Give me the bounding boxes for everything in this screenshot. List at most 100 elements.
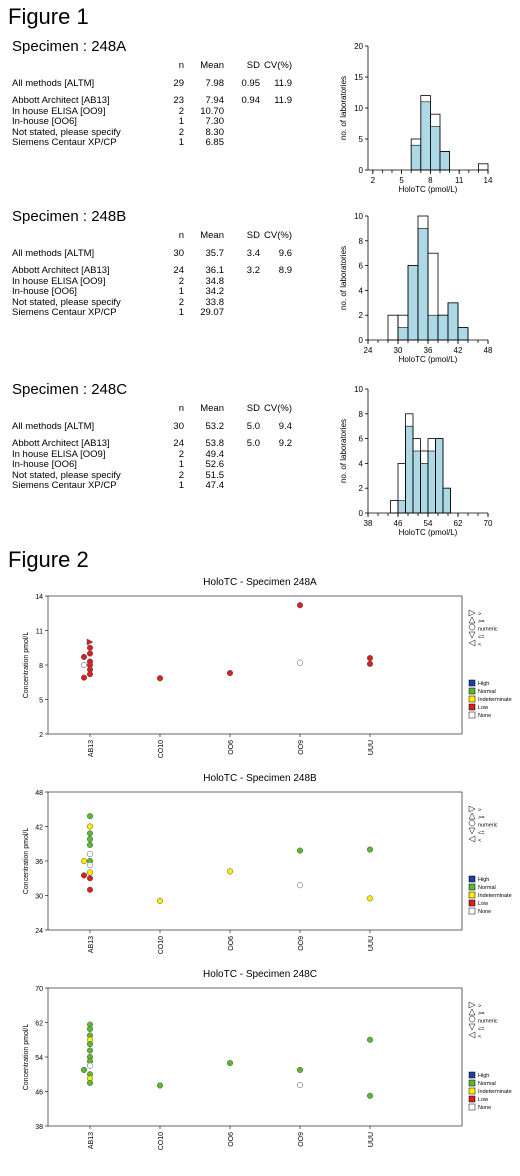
y-tick-label: 4 <box>359 459 364 468</box>
data-point <box>86 836 94 843</box>
table-row: Siemens Centaur XP/CP 1 6.85 <box>12 137 224 148</box>
bar-abbott <box>420 463 429 514</box>
legend-numeric-icon <box>468 819 476 827</box>
data-point <box>156 675 164 682</box>
data-point <box>86 644 94 651</box>
legend-marker-label: numeric <box>478 823 498 829</box>
data-point <box>86 1062 94 1069</box>
data-point <box>80 1066 88 1073</box>
data-point <box>366 846 374 853</box>
data-point <box>226 868 234 875</box>
table-row: All methods [ALTM] 30 53.2 5.0 9.4 <box>12 420 292 432</box>
legend-status-label: Indeterminate <box>478 1089 512 1095</box>
legend-marker-label: < <box>478 838 481 844</box>
legend-numeric-icon <box>468 1015 476 1023</box>
data-point <box>86 1041 94 1048</box>
x-tick-label: OO9 <box>298 936 305 951</box>
x-tick-label: UUU <box>368 1132 375 1147</box>
col-n: n <box>178 60 184 71</box>
table-row: All methods [ALTM] 30 35.7 3.4 9.6 <box>12 247 292 259</box>
legend-marker-label: >= <box>478 1011 484 1017</box>
data-point <box>296 847 304 854</box>
y-tick-label: 5 <box>39 698 43 705</box>
y-tick-label: 0 <box>359 336 364 345</box>
data-point <box>86 830 94 837</box>
chart-title: HoloTC - Specimen 248C <box>203 969 317 980</box>
x-tick-label: 62 <box>454 519 463 528</box>
data-point <box>296 882 304 889</box>
y-tick-label: 2 <box>39 732 43 739</box>
data-point <box>80 872 88 879</box>
legend-swatch <box>468 1087 476 1095</box>
y-tick-label: 10 <box>354 385 363 394</box>
table-row: Not stated, please specify 2 8.30 <box>12 126 224 138</box>
x-tick-label: AB13 <box>88 936 95 953</box>
data-point <box>86 875 94 882</box>
data-point <box>86 1025 94 1033</box>
legend-greater-icon <box>468 805 476 813</box>
data-point <box>86 869 94 876</box>
bar-abbott <box>457 327 469 341</box>
specimen-248b-block: Specimen : 248B n Mean SD CV(%) All methods… <box>12 208 302 319</box>
data-point <box>226 670 234 677</box>
bar-all-methods <box>387 314 399 341</box>
legend-swatch <box>468 899 476 907</box>
scatter-248c: HoloTC - Specimen 248C 38 46 54 62 70 Concentr… <box>23 969 512 1150</box>
data-point <box>366 1036 374 1043</box>
legend-swatch <box>468 1071 476 1079</box>
col-cv: CV(%) <box>264 60 292 71</box>
y-tick-label: 0 <box>359 509 364 518</box>
bar-abbott <box>412 450 421 514</box>
legend-status-label: None <box>478 909 491 915</box>
x-tick-label: 48 <box>484 346 493 355</box>
table-row: Siemens Centaur XP/CP 1 29.07 <box>12 307 224 318</box>
x-tick-label: 38 <box>364 519 373 528</box>
legend-marker-label: > <box>478 612 481 618</box>
stats-table: n Mean SD CV(%) All methods [ALTM] 29 7.98… <box>12 60 292 149</box>
legend-marker-label: < <box>478 1034 481 1040</box>
bar-abbott <box>417 228 429 341</box>
bar-all-methods <box>390 500 399 514</box>
y-tick-label: 46 <box>35 1090 43 1097</box>
data-point <box>86 1047 94 1054</box>
bar-abbott <box>427 450 436 514</box>
chart-title: HoloTC - Specimen 248B <box>203 773 317 784</box>
data-point <box>86 1079 94 1086</box>
specimen-title: Specimen : 248C <box>12 381 128 398</box>
y-tick-label: 15 <box>354 73 363 82</box>
legend-status-label: Indeterminate <box>478 893 512 899</box>
legend-swatch <box>468 875 476 883</box>
y-tick-label: 8 <box>39 663 43 670</box>
x-tick-label: CO10 <box>158 1132 165 1150</box>
table-row: Not stated, please specify 2 33.8 <box>12 296 224 308</box>
legend-swatch <box>468 687 476 695</box>
x-tick-label: OO9 <box>298 1132 305 1147</box>
legend-marker-label: numeric <box>478 627 498 633</box>
legend-marker-label: <= <box>478 1026 484 1032</box>
table-row: Siemens Centaur XP/CP 1 47.4 <box>12 480 224 491</box>
legend-swatch <box>468 1079 476 1087</box>
y-tick-label: 4 <box>359 286 364 295</box>
specimen-title: Specimen : 248B <box>12 208 127 225</box>
legend-greater-equal-icon <box>468 616 476 624</box>
data-point <box>86 650 94 657</box>
y-axis-label: no. of laboratories <box>339 419 348 483</box>
legend-status-label: High <box>478 877 489 883</box>
legend-marker-label: > <box>478 808 481 814</box>
bar-abbott <box>397 327 409 341</box>
legend-numeric-icon <box>468 623 476 631</box>
table-row: In-house [OO6] 1 7.30 <box>12 116 224 127</box>
data-point <box>86 886 94 893</box>
data-point <box>80 857 88 865</box>
stats-table: n Mean SD CV(%) All methods [ALTM] 30 53.2 5.0… <box>12 403 292 491</box>
x-tick-label: OO9 <box>298 740 305 755</box>
x-tick-label: OO6 <box>228 740 235 755</box>
table-row: In house ELISA [OO9] 2 34.8 <box>12 275 224 287</box>
legend-status-label: Indeterminate <box>478 697 512 703</box>
legend-swatch <box>468 907 476 915</box>
x-tick-label: 14 <box>484 176 493 185</box>
scatter-248a: HoloTC - Specimen 248A 2 5 8 11 14 Concentrati… <box>23 577 512 758</box>
legend-status-label: Low <box>478 1097 488 1103</box>
specimen-title: Specimen : 248A <box>12 38 127 55</box>
bar-abbott <box>447 302 459 341</box>
